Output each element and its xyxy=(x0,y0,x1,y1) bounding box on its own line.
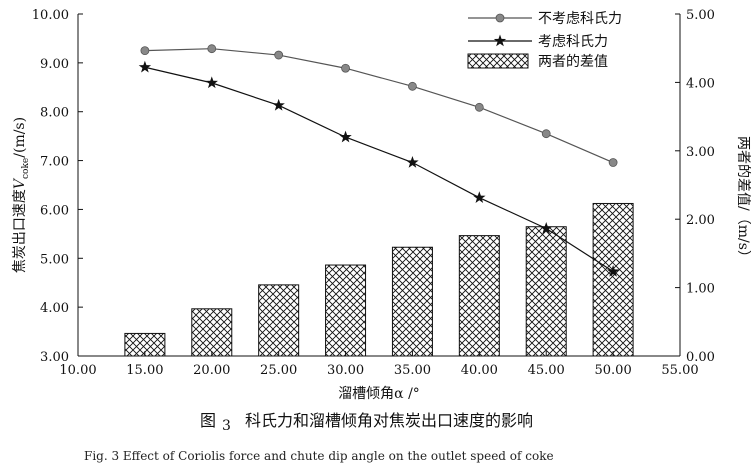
legend-label-nocoriolis: 不考虑科氏力 xyxy=(538,11,622,27)
point-nocoriolis xyxy=(140,46,150,56)
point-nocoriolis xyxy=(341,63,350,73)
point-coriolis xyxy=(473,191,486,203)
axes xyxy=(77,14,681,357)
y-right-tick-label: 2.00 xyxy=(686,213,715,228)
point-coriolis xyxy=(606,264,620,277)
legend-label-difference: 两者的差值 xyxy=(538,54,608,70)
x-tick-label: 55.00 xyxy=(661,363,698,378)
bar-difference xyxy=(258,284,300,357)
bar-difference xyxy=(458,235,500,357)
x-axis-label: 溜槽倾角α /° xyxy=(338,386,420,402)
y-right-ticks: 0.00 1.00 2.00 3.00 4.00 5.00 xyxy=(675,8,715,365)
bar-difference xyxy=(391,246,433,357)
y-left-tick-label: 5.00 xyxy=(40,252,69,267)
point-nocoriolis xyxy=(274,50,284,60)
point-coriolis xyxy=(138,60,152,73)
y-right-tick-label: 3.00 xyxy=(686,145,715,160)
point-nocoriolis xyxy=(608,158,618,167)
x-tick-label: 50.00 xyxy=(595,363,632,378)
point-nocoriolis xyxy=(541,129,551,139)
x-tick-label: 35.00 xyxy=(394,363,431,378)
bar-difference xyxy=(525,226,567,357)
y-right-tick-label: 1.00 xyxy=(686,282,715,297)
point-coriolis xyxy=(540,221,553,234)
y-right-axis-label: 两者的差值/（m/s） xyxy=(735,136,751,264)
legend-marker-circle xyxy=(495,13,505,23)
y-left-tick-label: 8.00 xyxy=(40,106,69,121)
line-series-group xyxy=(138,44,620,277)
x-tick-label: 30.00 xyxy=(327,363,364,378)
y-right-tick-label: 0.00 xyxy=(686,350,715,365)
point-coriolis xyxy=(406,156,419,168)
y-left-tick-label: 6.00 xyxy=(40,203,69,218)
legend-swatch-difference xyxy=(467,53,529,69)
x-tick-label: 15.00 xyxy=(126,363,163,378)
y-left-tick-label: 3.00 xyxy=(40,350,69,365)
bar-difference xyxy=(325,264,367,357)
point-nocoriolis xyxy=(474,102,484,112)
figure-caption-en: Fig. 3 Effect of Coriolis force and chut… xyxy=(84,449,554,463)
x-tick-label: 10.00 xyxy=(59,363,96,378)
line-coriolis xyxy=(144,66,614,272)
y-left-tick-label: 4.00 xyxy=(40,301,69,316)
legend-label-coriolis: 考虑科氏力 xyxy=(538,34,608,50)
y-right-tick-label: 5.00 xyxy=(686,8,715,23)
y-left-tick-label: 10.00 xyxy=(32,8,69,23)
figure-caption-zh: 图 3 科氏力和溜槽倾角对焦炭出口速度的影响 xyxy=(200,411,533,434)
y-left-tick-label: 7.00 xyxy=(40,155,69,170)
y-left-ticks: 3.00 4.00 5.00 6.00 7.00 8.00 9.00 10.00 xyxy=(32,8,83,365)
y-left-tick-label: 9.00 xyxy=(40,57,69,72)
legend: 不考虑科氏力 考虑科氏力 两者的差值 xyxy=(467,11,622,70)
x-ticks: 10.00 15.00 20.00 25.00 30.00 35.00 40.00 45.00… xyxy=(59,351,699,378)
bar-difference xyxy=(592,202,634,357)
y-left-axis-label: 焦炭出口速度Vcoke/(m/s) xyxy=(12,117,31,273)
x-tick-label: 20.00 xyxy=(193,363,230,378)
legend-marker-star xyxy=(493,34,507,47)
x-tick-label: 25.00 xyxy=(260,363,297,378)
bar-difference xyxy=(191,308,233,357)
bars-difference xyxy=(124,202,634,357)
y-right-tick-label: 4.00 xyxy=(686,76,715,91)
point-nocoriolis xyxy=(207,44,217,54)
x-tick-label: 40.00 xyxy=(461,363,498,378)
line-nocoriolis xyxy=(144,48,614,164)
point-coriolis xyxy=(272,98,285,111)
point-nocoriolis xyxy=(408,81,417,91)
x-tick-label: 45.00 xyxy=(528,363,565,378)
point-coriolis xyxy=(339,130,352,143)
point-coriolis xyxy=(205,76,218,89)
